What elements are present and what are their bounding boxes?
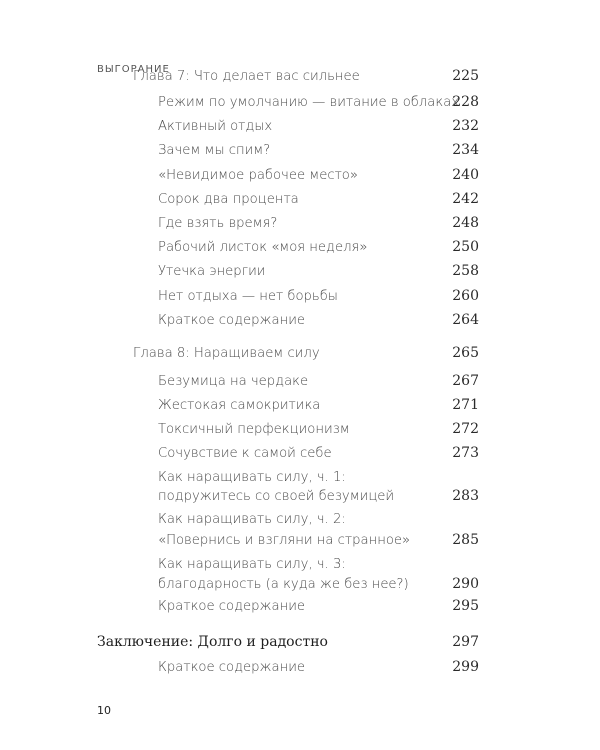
toc-entry-page: 265 [452, 345, 479, 361]
toc-entry-page: 297 [452, 634, 479, 650]
toc-entry-title: Как наращивать силу, ч. 1: [158, 470, 346, 485]
toc-entry-page: 273 [452, 445, 479, 461]
toc-entry-title: Где взять время? [158, 216, 278, 231]
toc-entry-page: 248 [452, 215, 479, 231]
toc-entry-page: 242 [452, 191, 479, 207]
toc-entry-page: 258 [452, 263, 479, 279]
toc-entry-title: Краткое содержание [158, 599, 305, 614]
toc-entry-page: 260 [452, 288, 479, 304]
toc-entry-title: Глава 7: Что делает вас сильнее [133, 69, 360, 84]
running-head: ВЫГОРАНИЕ [97, 64, 170, 75]
toc-entry-page: 283 [452, 488, 479, 504]
toc-entry-title: Сорок два процента [158, 192, 299, 207]
toc-entry-title: Активный отдых [158, 119, 273, 134]
toc-entry-page: 228 [452, 94, 479, 110]
toc-entry-page: 225 [452, 68, 479, 84]
toc-entry-page: 285 [452, 532, 479, 548]
toc-entry-title: Токсичный перфекционизм [158, 422, 350, 437]
toc-entry-title: Безумица на чердаке [158, 374, 309, 389]
toc-entry-title: Режим по умолчанию — витание в облаках [158, 95, 460, 110]
toc-entry-page: 267 [452, 373, 479, 389]
toc-entry-page: 290 [452, 576, 479, 592]
toc-entry-page: 272 [452, 421, 479, 437]
toc-entry-page: 234 [452, 142, 479, 158]
toc-entry-title: «Повернись и взгляни на странное» [158, 533, 411, 548]
toc-entry-title: благодарность (а куда же без нее?) [158, 577, 409, 592]
toc-entry-title: Заключение: Долго и радостно [97, 634, 328, 650]
toc-entry-title: Как наращивать силу, ч. 2: [158, 512, 346, 527]
toc-entry-page: 299 [452, 659, 479, 675]
toc-entry-title: Сочувствие к самой себе [158, 446, 332, 461]
toc-entry-title: Жестокая самокритика [158, 398, 321, 413]
toc-entry-page: 264 [452, 312, 479, 328]
toc-entry-title: «Невидимое рабочее место» [158, 168, 358, 183]
toc-entry-title: Нет отдыха — нет борьбы [158, 289, 338, 304]
toc-entry-page: 240 [452, 167, 479, 183]
toc-entry-title: Глава 8: Наращиваем силу [133, 346, 320, 361]
toc-entry-page: 250 [452, 239, 479, 255]
toc-entry-title: Рабочий листок «моя неделя» [158, 240, 368, 255]
toc-entry-title: Краткое содержание [158, 313, 305, 328]
page-number: 10 [97, 704, 111, 717]
toc-entry-page: 295 [452, 598, 479, 614]
toc-entry-title: Утечка энергии [158, 264, 266, 279]
toc-entry-page: 271 [452, 397, 479, 413]
toc-entry-title: Как наращивать силу, ч. 3: [158, 557, 346, 572]
toc-entry-title: подружитесь со своей безумицей [158, 489, 395, 504]
toc-entry-page: 232 [452, 118, 479, 134]
toc-entry-title: Зачем мы спим? [158, 143, 271, 158]
toc-entry-title: Краткое содержание [158, 660, 305, 675]
